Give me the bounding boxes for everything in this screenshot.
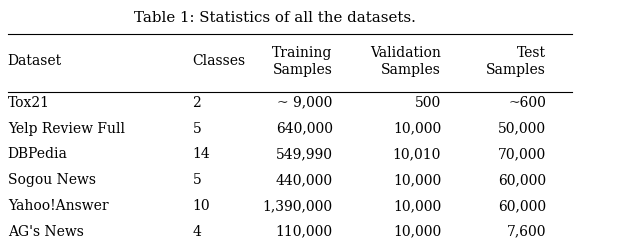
Text: 549,990: 549,990 — [276, 147, 333, 161]
Text: Yahoo!Answer: Yahoo!Answer — [8, 198, 108, 212]
Text: 60,000: 60,000 — [498, 198, 546, 212]
Text: DBPedia: DBPedia — [8, 147, 68, 161]
Text: 14: 14 — [193, 147, 211, 161]
Text: Table 1: Statistics of all the datasets.: Table 1: Statistics of all the datasets. — [134, 11, 417, 25]
Text: 50,000: 50,000 — [498, 121, 546, 135]
Text: AG's News: AG's News — [8, 224, 84, 238]
Text: 10,010: 10,010 — [393, 147, 441, 161]
Text: 70,000: 70,000 — [498, 147, 546, 161]
Text: 7,600: 7,600 — [507, 224, 546, 238]
Text: Test
Samples: Test Samples — [486, 46, 546, 76]
Text: 10,000: 10,000 — [393, 121, 441, 135]
Text: ~600: ~600 — [508, 95, 546, 109]
Text: 10,000: 10,000 — [393, 198, 441, 212]
Text: 5: 5 — [193, 121, 202, 135]
Text: 10,000: 10,000 — [393, 172, 441, 186]
Text: Classes: Classes — [193, 54, 246, 68]
Text: 2: 2 — [193, 95, 202, 109]
Text: 1,390,000: 1,390,000 — [262, 198, 333, 212]
Text: 110,000: 110,000 — [276, 224, 333, 238]
Text: 4: 4 — [193, 224, 202, 238]
Text: Dataset: Dataset — [8, 54, 62, 68]
Text: Validation
Samples: Validation Samples — [370, 46, 441, 76]
Text: Yelp Review Full: Yelp Review Full — [8, 121, 125, 135]
Text: Sogou News: Sogou News — [8, 172, 96, 186]
Text: 640,000: 640,000 — [276, 121, 333, 135]
Text: 500: 500 — [415, 95, 441, 109]
Text: 10: 10 — [193, 198, 210, 212]
Text: 440,000: 440,000 — [276, 172, 333, 186]
Text: 60,000: 60,000 — [498, 172, 546, 186]
Text: 10,000: 10,000 — [393, 224, 441, 238]
Text: Tox21: Tox21 — [8, 95, 50, 109]
Text: ~ 9,000: ~ 9,000 — [277, 95, 333, 109]
Text: Training
Samples: Training Samples — [273, 46, 333, 76]
Text: 5: 5 — [193, 172, 202, 186]
